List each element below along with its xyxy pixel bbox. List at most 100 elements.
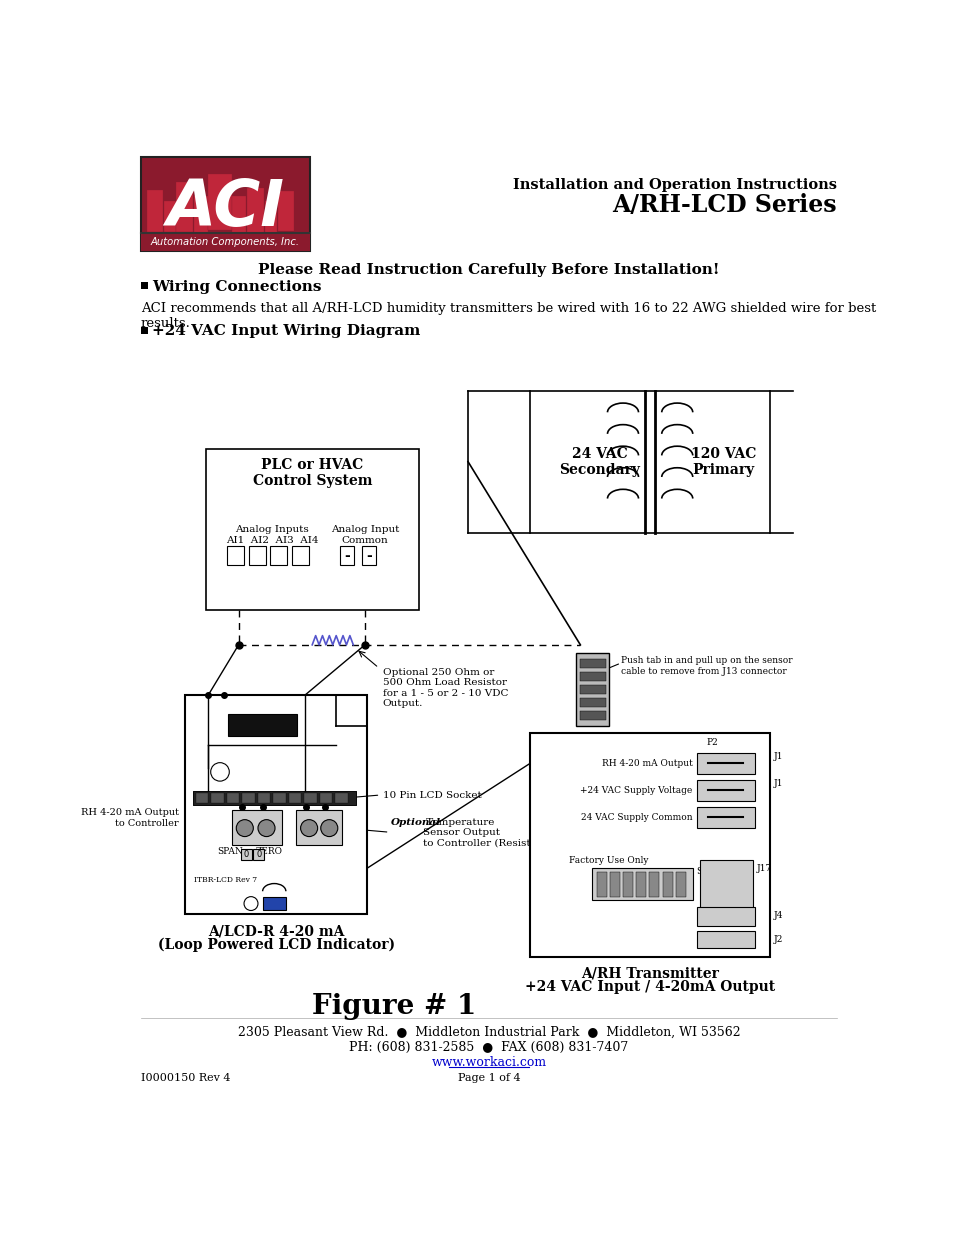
Bar: [340, 546, 354, 564]
Text: Common: Common: [341, 536, 388, 545]
Bar: [609, 872, 619, 897]
Text: A/RH-LCD Series: A/RH-LCD Series: [612, 193, 836, 217]
Text: Analog Inputs: Analog Inputs: [234, 525, 309, 534]
Bar: [304, 793, 316, 804]
Bar: [696, 806, 754, 829]
Text: Installation and Operation Instructions: Installation and Operation Instructions: [513, 178, 836, 193]
Text: 24 VAC
Secondary: 24 VAC Secondary: [558, 447, 639, 477]
Bar: [675, 872, 685, 897]
Text: A/RH Transmitter: A/RH Transmitter: [580, 967, 719, 981]
Bar: [208, 174, 232, 230]
Bar: [141, 282, 148, 289]
Bar: [335, 793, 348, 804]
Text: (Loop Powered LCD Indicator): (Loop Powered LCD Indicator): [157, 937, 395, 952]
Bar: [227, 546, 244, 564]
Text: J1: J1: [773, 752, 782, 761]
Bar: [141, 327, 148, 333]
Bar: [193, 196, 208, 233]
Bar: [232, 810, 282, 845]
Text: 0: 0: [255, 850, 261, 858]
Bar: [292, 546, 309, 564]
Bar: [228, 714, 297, 736]
Bar: [175, 182, 193, 232]
Bar: [579, 711, 605, 720]
Text: Automation Components, Inc.: Automation Components, Inc.: [151, 237, 299, 247]
Text: PH: (608) 831-2585  ●  FAX (608) 831-7407: PH: (608) 831-2585 ● FAX (608) 831-7407: [349, 1041, 628, 1053]
Text: J17: J17: [757, 863, 772, 873]
Bar: [185, 695, 367, 914]
Bar: [530, 390, 769, 534]
Text: PLC or HVAC: PLC or HVAC: [261, 458, 363, 473]
Bar: [233, 196, 246, 233]
Text: SW1: SW1: [696, 867, 717, 877]
Bar: [274, 793, 286, 804]
Text: Page 1 of 4: Page 1 of 4: [457, 1073, 519, 1083]
Text: ZERO: ZERO: [255, 847, 282, 856]
Text: www.workaci.com: www.workaci.com: [431, 1056, 546, 1070]
Text: Control System: Control System: [253, 474, 372, 488]
Bar: [141, 233, 310, 252]
Bar: [696, 779, 754, 802]
Circle shape: [257, 820, 274, 836]
Bar: [530, 734, 769, 957]
Bar: [579, 658, 605, 668]
Bar: [592, 868, 692, 900]
Text: A/LCD-R 4-20 mA: A/LCD-R 4-20 mA: [208, 924, 344, 939]
Circle shape: [320, 820, 337, 836]
Bar: [579, 698, 605, 708]
Bar: [636, 872, 645, 897]
Text: ACI recommends that all A/RH-LCD humidity transmitters be wired with 16 to 22 AW: ACI recommends that all A/RH-LCD humidit…: [141, 303, 875, 330]
Bar: [696, 752, 754, 774]
Bar: [212, 793, 224, 804]
Bar: [206, 448, 418, 610]
Bar: [253, 848, 264, 860]
Text: Factory Use Only: Factory Use Only: [568, 856, 648, 864]
Bar: [265, 201, 276, 233]
Text: 0: 0: [243, 850, 249, 858]
Text: I0000150 Rev 4: I0000150 Rev 4: [141, 1073, 231, 1083]
Text: Push tab in and pull up on the sensor
cable to remove from J13 connector: Push tab in and pull up on the sensor ca…: [620, 656, 792, 676]
Text: - LCD +: - LCD +: [239, 798, 275, 806]
Bar: [195, 793, 208, 804]
Bar: [596, 872, 606, 897]
Text: Figure # 1: Figure # 1: [312, 993, 476, 1020]
Text: ACI: ACI: [166, 178, 284, 240]
Circle shape: [300, 820, 317, 836]
Text: +24 VAC Input Wiring Diagram: +24 VAC Input Wiring Diagram: [152, 325, 419, 338]
Bar: [696, 931, 754, 948]
Bar: [241, 848, 252, 860]
Text: AI1  AI2  AI3  AI4: AI1 AI2 AI3 AI4: [226, 536, 318, 545]
Bar: [576, 652, 608, 726]
Text: RH 4-20 mA Output: RH 4-20 mA Output: [601, 760, 692, 768]
Text: 10 Pin LCD Socket: 10 Pin LCD Socket: [382, 790, 481, 799]
Text: SPAN: SPAN: [217, 847, 243, 856]
Bar: [242, 793, 254, 804]
Text: 120 VAC
Primary: 120 VAC Primary: [690, 447, 756, 477]
Text: Please Read Instruction Carefully Before Installation!: Please Read Instruction Carefully Before…: [258, 263, 719, 277]
Bar: [193, 792, 355, 805]
Bar: [700, 861, 753, 908]
Bar: [193, 792, 355, 805]
Bar: [696, 906, 754, 926]
Bar: [270, 546, 287, 564]
Bar: [141, 157, 310, 252]
Text: J2: J2: [773, 935, 782, 945]
Text: RH 4-20 mA Output
to Controller: RH 4-20 mA Output to Controller: [81, 809, 179, 827]
Bar: [289, 793, 301, 804]
Bar: [164, 201, 175, 232]
Bar: [319, 793, 332, 804]
Bar: [262, 898, 286, 910]
Bar: [257, 793, 270, 804]
Bar: [361, 546, 375, 564]
Text: J4: J4: [773, 911, 782, 920]
Bar: [278, 191, 294, 231]
Text: -: -: [366, 548, 372, 562]
Text: +24 VAC Input / 4-20mA Output: +24 VAC Input / 4-20mA Output: [524, 981, 775, 994]
Text: -: -: [344, 548, 350, 562]
Bar: [579, 672, 605, 680]
Text: +24 VAC Supply Voltage: +24 VAC Supply Voltage: [579, 785, 692, 795]
Bar: [295, 810, 342, 845]
Bar: [249, 546, 266, 564]
Circle shape: [244, 897, 257, 910]
Text: Wiring Connections: Wiring Connections: [152, 280, 321, 294]
